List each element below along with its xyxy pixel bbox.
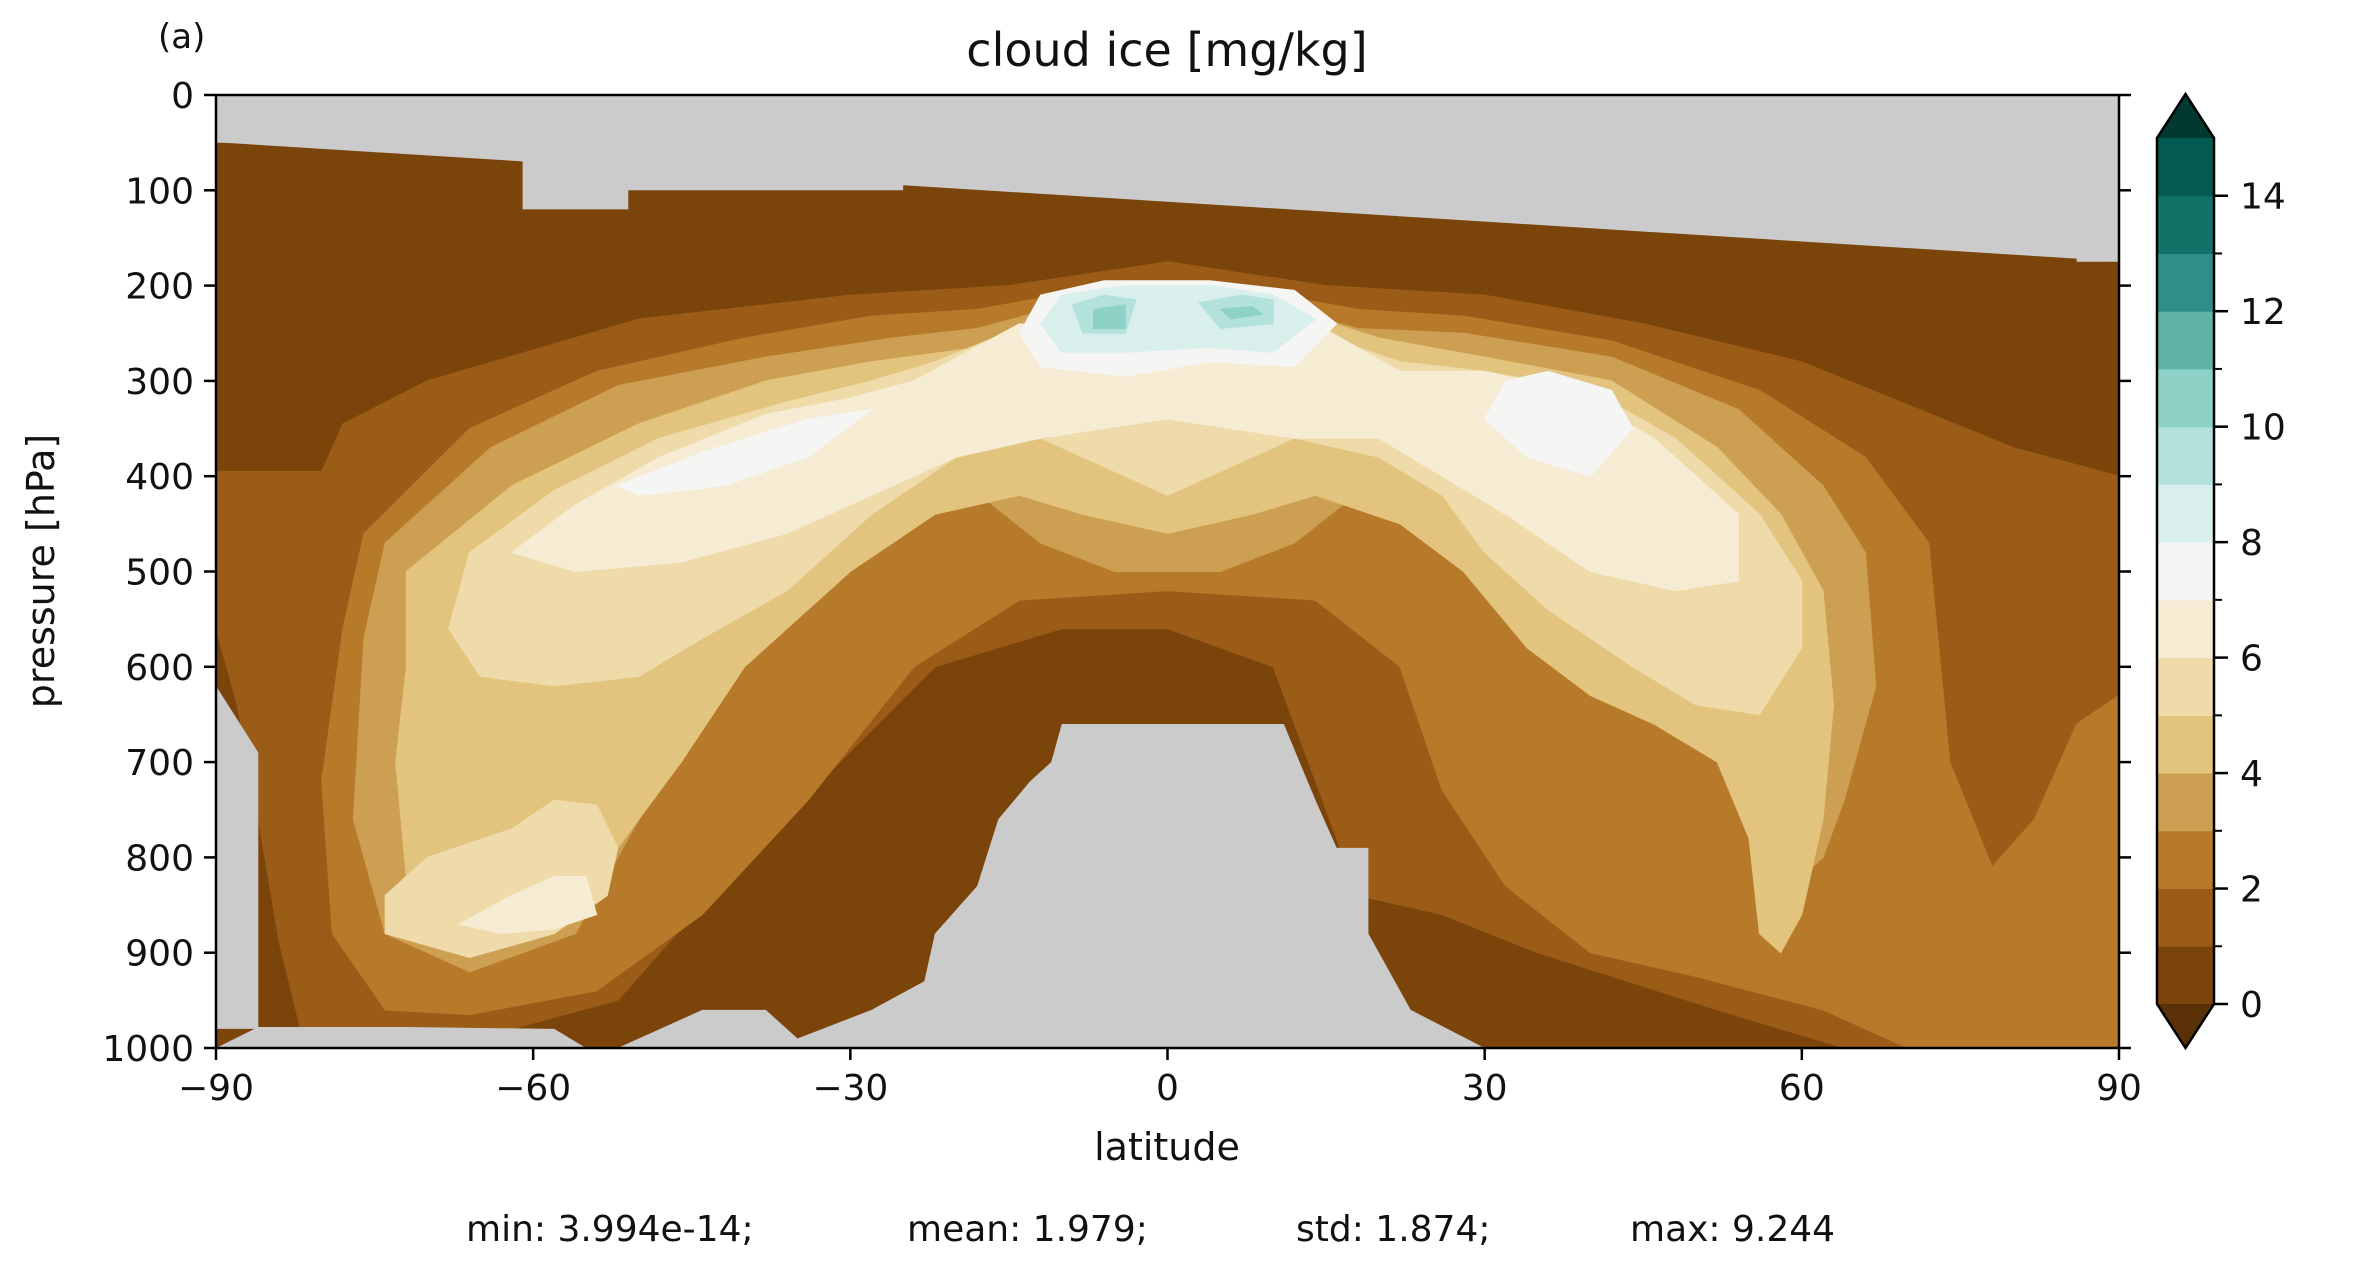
stat-mean: mean: 1.979; — [907, 1209, 1148, 1250]
x-tick-label-1: −60 — [495, 1068, 571, 1109]
panel-label: (a) — [158, 17, 205, 57]
colorbar-tick-label-7: 14 — [2240, 177, 2286, 218]
stats-line: min: 3.994e-14; mean: 1.979; std: 1.874;… — [466, 1209, 1835, 1250]
x-tick-label-6: 90 — [2096, 1068, 2142, 1109]
colorbar: 0 2 4 6 8 10 12 14 — [2155, 91, 2286, 1051]
colorbar-extend-max — [2157, 94, 2214, 138]
colorbar-tick-label-2: 4 — [2240, 754, 2263, 795]
chart-title: cloud ice [mg/kg] — [966, 23, 1367, 77]
colorbar-tick-label-5: 10 — [2240, 408, 2286, 449]
y-tick-label-4: 400 — [125, 457, 194, 498]
y-tick-label-9: 900 — [125, 934, 194, 975]
colorbar-extend-min — [2157, 1004, 2214, 1048]
colorbar-bin-6-7 — [2157, 599, 2214, 659]
colorbar-bin-12-13 — [2157, 253, 2214, 312]
colorbar-bin-5-6 — [2157, 657, 2214, 716]
y-tick-label-7: 700 — [125, 743, 194, 784]
missing-region-left-bottom — [216, 1027, 586, 1048]
colorbar-tick-label-0: 0 — [2240, 985, 2263, 1026]
y-tick-label-3: 300 — [125, 362, 194, 403]
y-tick-label-1: 100 — [125, 171, 194, 212]
stat-min: min: 3.994e-14; — [466, 1209, 754, 1250]
missing-region-top — [216, 95, 2119, 262]
colorbar-tick-label-4: 8 — [2240, 523, 2263, 564]
plot-area — [216, 95, 2119, 1048]
colorbar-bin-3-4 — [2157, 773, 2214, 832]
x-axis: −90 −60 −30 0 30 60 90 — [178, 1048, 2142, 1109]
colorbar-bin-1-2 — [2157, 888, 2214, 947]
y-tick-label-10: 1000 — [102, 1029, 194, 1070]
missing-region-bottom — [617, 724, 1485, 1048]
contour-level-10-region-16 — [1219, 306, 1264, 320]
colorbar-bin-7-8 — [2157, 542, 2214, 601]
contour-level-10-region-15 — [1093, 304, 1126, 329]
colorbar-bin-13-14 — [2157, 195, 2214, 254]
missing-region-left — [216, 685, 259, 1029]
colorbar-bin-0-1 — [2157, 946, 2214, 1005]
missing-data-overlay — [216, 95, 2119, 1048]
x-axis-title: latitude — [1094, 1125, 1240, 1169]
x-tick-label-2: −30 — [812, 1068, 888, 1109]
colorbar-tick-label-6: 12 — [2240, 292, 2286, 333]
stat-max: max: 9.244 — [1630, 1209, 1835, 1250]
colorbar-bin-4-5 — [2157, 715, 2214, 774]
y-tick-label-6: 600 — [125, 648, 194, 689]
colorbar-bin-8-9 — [2157, 484, 2214, 543]
y-tick-label-5: 500 — [125, 553, 194, 594]
colorbar-tick-label-3: 6 — [2240, 639, 2263, 680]
contour-level-6-region-7 — [510, 323, 1739, 592]
colorbar-frame — [2155, 91, 2216, 1051]
y-tick-label-8: 800 — [125, 838, 194, 879]
colorbar-bin-9-10 — [2157, 426, 2214, 485]
contour-level-7-region-9 — [616, 409, 872, 496]
contour-level-6-region-8 — [457, 876, 598, 935]
colorbar-bin-2-3 — [2157, 830, 2214, 890]
colorbar-tick-label-1: 2 — [2240, 870, 2263, 911]
x-tick-label-4: 30 — [1462, 1068, 1508, 1109]
x-tick-label-3: 0 — [1156, 1068, 1179, 1109]
y-axis-title: pressure [hPa] — [19, 434, 63, 708]
y-tick-label-2: 200 — [125, 267, 194, 308]
contour-level-7-region-11 — [1484, 370, 1634, 477]
y-tick-label-0: 0 — [171, 76, 194, 117]
colorbar-bin-11-12 — [2157, 311, 2214, 370]
x-tick-label-0: −90 — [178, 1068, 254, 1109]
contour-field-layer — [216, 142, 2119, 1048]
x-tick-label-5: 60 — [1779, 1068, 1825, 1109]
y-axis: 0 100 200 300 400 500 600 700 800 900 1000 — [102, 76, 2131, 1070]
colorbar-bin-10-11 — [2157, 368, 2214, 428]
colorbar-bin-14-15 — [2157, 138, 2214, 197]
stat-std: std: 1.874; — [1296, 1209, 1490, 1250]
